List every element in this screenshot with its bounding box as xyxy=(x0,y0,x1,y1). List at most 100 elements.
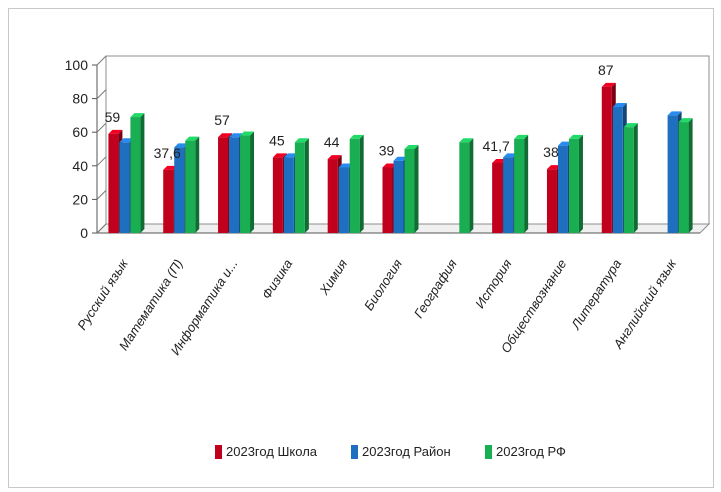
bar-front xyxy=(174,147,185,233)
bar-front xyxy=(108,133,119,233)
y-depth-line xyxy=(96,190,107,200)
bar-front xyxy=(568,138,579,233)
legend-item: 2023год Район xyxy=(351,444,451,459)
bar-side xyxy=(359,134,364,233)
bar-side xyxy=(140,113,145,233)
bar-top xyxy=(459,138,474,143)
bar-top xyxy=(503,153,518,158)
bar-top xyxy=(382,163,397,168)
y-depth-line xyxy=(96,122,107,133)
y-depth-line xyxy=(96,223,107,234)
category-label: Физика xyxy=(259,256,296,301)
legend-swatch xyxy=(215,445,222,459)
data-label: 38 xyxy=(543,144,559,160)
bar-front xyxy=(612,107,623,233)
data-label: 87 xyxy=(598,62,614,78)
bar-front xyxy=(623,127,634,233)
bar-front xyxy=(492,162,503,233)
bar-front xyxy=(119,142,130,233)
bar-front xyxy=(503,157,514,233)
legend-swatch xyxy=(485,445,492,459)
bar-side xyxy=(250,131,255,233)
legend-swatch xyxy=(351,445,358,459)
bar xyxy=(514,134,529,233)
data-label: 41,7 xyxy=(483,138,510,154)
bar-side xyxy=(414,145,419,233)
bar-front xyxy=(272,157,283,233)
data-label: 45 xyxy=(269,132,285,148)
bar-front xyxy=(294,142,305,233)
category-label: Литература xyxy=(567,256,624,332)
bar-front xyxy=(130,117,141,233)
bar-top xyxy=(130,113,145,118)
bar xyxy=(404,145,419,233)
bar-top xyxy=(294,138,309,143)
bar-top xyxy=(240,131,255,136)
bar-side xyxy=(578,134,583,233)
bar xyxy=(349,134,364,233)
bar-top xyxy=(612,103,627,107)
bar-front xyxy=(163,169,174,233)
bar-top xyxy=(272,153,287,158)
bar-front xyxy=(185,140,196,233)
y-depth-line xyxy=(96,89,107,99)
chart-legend: 2023год Школа 2023год Район 2023год РФ xyxy=(215,444,566,459)
legend-item: 2023год Школа xyxy=(215,444,318,459)
legend-label: 2023год РФ xyxy=(496,444,566,459)
bar-front xyxy=(601,86,612,233)
bar-top xyxy=(667,111,682,116)
bar-top xyxy=(393,156,408,161)
bar-top xyxy=(218,133,233,138)
bar-top xyxy=(283,153,298,158)
bar-top xyxy=(601,82,616,87)
bar-top xyxy=(546,165,561,170)
data-label: 57 xyxy=(214,112,230,128)
category-label: Русский язык xyxy=(74,256,131,333)
bar-side xyxy=(469,138,474,233)
bar-top xyxy=(404,145,419,149)
bar-top xyxy=(678,118,693,123)
legend-label: 2023год Район xyxy=(362,444,451,459)
bar xyxy=(459,138,474,233)
bar-front xyxy=(218,137,229,233)
bar xyxy=(623,123,638,233)
y-tick-label: 40 xyxy=(72,158,88,174)
bar xyxy=(240,131,255,233)
bar-front xyxy=(349,138,360,233)
y-tick-label: 100 xyxy=(65,57,89,73)
data-label: 39 xyxy=(379,142,395,158)
bar-front xyxy=(404,149,415,233)
bar-top xyxy=(174,143,189,148)
bar xyxy=(130,113,145,233)
data-label: 59 xyxy=(105,109,121,125)
bar-top xyxy=(492,158,507,163)
bar-top xyxy=(108,129,123,134)
bar-top xyxy=(514,134,529,139)
bar-top xyxy=(119,138,134,143)
bar-front xyxy=(283,157,294,233)
bar-front xyxy=(667,115,678,233)
data-label: 37,6 xyxy=(154,145,181,161)
bar-front xyxy=(382,167,393,233)
bar-top xyxy=(338,163,353,168)
bar-front xyxy=(546,169,557,233)
chart-bars xyxy=(108,82,693,233)
bar-front xyxy=(338,167,349,233)
bar-front xyxy=(514,138,525,233)
bar-top xyxy=(327,155,342,160)
bar-front xyxy=(229,137,240,233)
bar xyxy=(185,136,200,233)
category-label: История xyxy=(472,256,515,310)
y-depth-line xyxy=(96,55,107,66)
category-label: Биология xyxy=(361,256,405,313)
y-tick-label: 20 xyxy=(72,191,88,207)
bar-side xyxy=(304,138,309,233)
bar xyxy=(294,138,309,233)
bar-top xyxy=(163,165,178,170)
bar-front xyxy=(240,135,251,233)
bar-side xyxy=(195,136,200,233)
category-label: География xyxy=(411,256,460,320)
bar-side xyxy=(633,123,638,233)
bar xyxy=(678,118,693,233)
